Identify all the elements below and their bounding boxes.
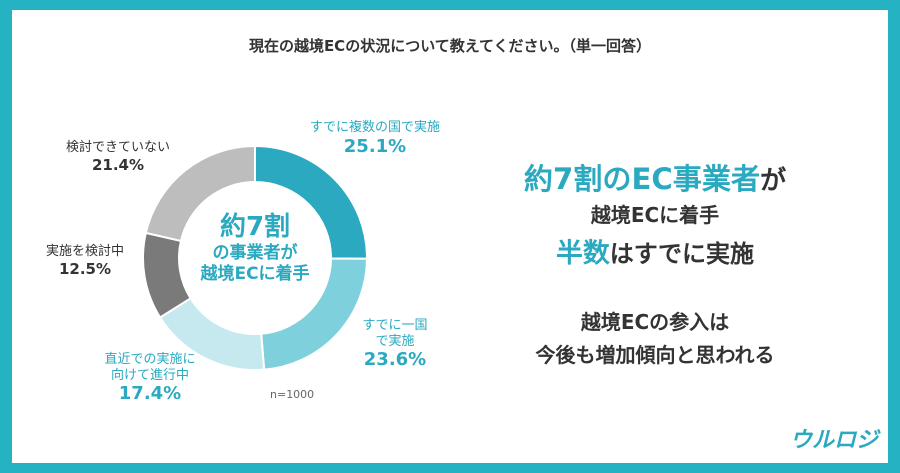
value-label: 12.5% bbox=[58, 259, 112, 278]
logo: ウルロジ bbox=[790, 428, 879, 453]
value-label: 25.1% bbox=[343, 135, 407, 157]
callout-line: 半数はすでに実施 bbox=[455, 238, 855, 270]
segment-label: すでに一国 で実施 23.6% bbox=[295, 318, 495, 371]
center-line: 越境ECに着手 bbox=[200, 263, 310, 284]
callout-text: 越境ECに着手 bbox=[590, 203, 720, 227]
category-label: すでに複数の国で実施 bbox=[309, 120, 441, 135]
center-text: 約7割 の事業者が 越境ECに着手 bbox=[155, 212, 355, 284]
category-label: 検討できていない bbox=[65, 140, 170, 155]
value-label: 21.4% bbox=[91, 155, 145, 174]
callout-text: はすでに実施 bbox=[609, 240, 754, 268]
segment-label: 実施を検討中 12.5% bbox=[0, 244, 185, 278]
donut-segment bbox=[144, 144, 256, 243]
chart-title: 現在の越境ECの状況について教えてください。（単一回答） bbox=[248, 37, 652, 55]
category-label: 実施を検討中 bbox=[45, 244, 124, 259]
callout-line: 約7割のEC事業者が bbox=[455, 162, 855, 197]
callout-text: が bbox=[760, 166, 787, 196]
callout-text: 今後も増加傾向と思われる bbox=[535, 343, 775, 367]
category-label: すでに一国 で実施 bbox=[362, 318, 428, 349]
callout-line: 越境ECに着手 bbox=[455, 203, 855, 227]
center-line: 約7割 bbox=[219, 212, 291, 242]
note: n=1000 bbox=[270, 388, 315, 401]
segment-label: 検討できていない 21.4% bbox=[18, 140, 218, 174]
center-line: の事業者が bbox=[212, 243, 298, 264]
callout-text: 越境ECの参入は bbox=[580, 310, 730, 334]
callout-line: 越境ECの参入は bbox=[455, 310, 855, 334]
callout-text: 半数 bbox=[555, 238, 610, 269]
segment-label: 直近での実施に 向けて進行中 17.4% bbox=[50, 352, 250, 405]
value-label: 17.4% bbox=[118, 383, 182, 405]
callout-text: 約7割のEC事業者 bbox=[523, 162, 761, 196]
value-label: 23.6% bbox=[363, 349, 427, 371]
category-label: 直近での実施に 向けて進行中 bbox=[104, 352, 196, 383]
segment-label: すでに複数の国で実施 25.1% bbox=[275, 120, 475, 157]
callout-line: 今後も増加傾向と思われる bbox=[455, 343, 855, 367]
